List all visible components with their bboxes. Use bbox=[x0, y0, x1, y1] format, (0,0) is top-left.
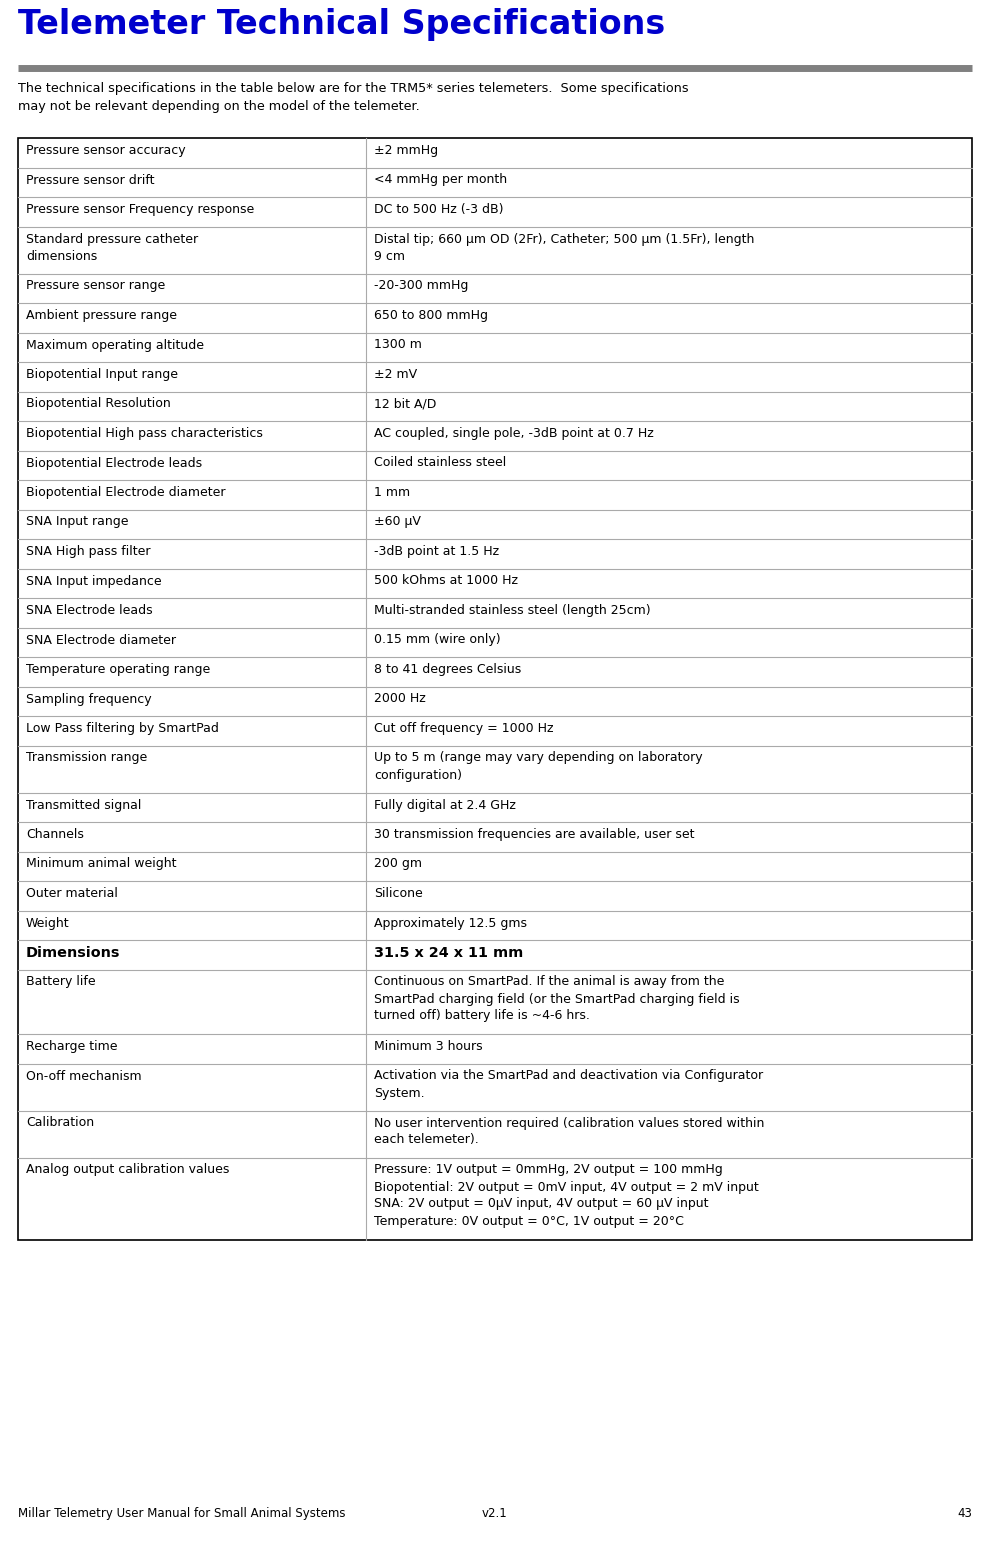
Text: Low Pass filtering by SmartPad: Low Pass filtering by SmartPad bbox=[26, 722, 219, 736]
Text: Minimum 3 hours: Minimum 3 hours bbox=[374, 1040, 483, 1052]
Text: SNA Input impedance: SNA Input impedance bbox=[26, 574, 161, 588]
Text: No user intervention required (calibration values stored within
each telemeter).: No user intervention required (calibrati… bbox=[374, 1116, 764, 1147]
Text: Millar Telemetry User Manual for Small Animal Systems: Millar Telemetry User Manual for Small A… bbox=[18, 1507, 346, 1519]
Text: v2.1: v2.1 bbox=[482, 1507, 508, 1519]
Text: ±2 mmHg: ±2 mmHg bbox=[374, 144, 439, 157]
Text: On-off mechanism: On-off mechanism bbox=[26, 1069, 142, 1082]
Text: Biopotential Input range: Biopotential Input range bbox=[26, 368, 178, 380]
Text: Weight: Weight bbox=[26, 917, 69, 930]
Text: 12 bit A/D: 12 bit A/D bbox=[374, 397, 437, 410]
Text: Battery life: Battery life bbox=[26, 976, 96, 989]
Text: Calibration: Calibration bbox=[26, 1116, 94, 1130]
Text: Biopotential Resolution: Biopotential Resolution bbox=[26, 397, 170, 410]
Text: Pressure sensor Frequency response: Pressure sensor Frequency response bbox=[26, 203, 254, 216]
Text: Activation via the SmartPad and deactivation via Configurator
System.: Activation via the SmartPad and deactiva… bbox=[374, 1069, 763, 1099]
Text: Approximately 12.5 gms: Approximately 12.5 gms bbox=[374, 917, 528, 930]
Text: DC to 500 Hz (-3 dB): DC to 500 Hz (-3 dB) bbox=[374, 203, 504, 216]
Text: SNA Electrode diameter: SNA Electrode diameter bbox=[26, 633, 176, 647]
Text: ±2 mV: ±2 mV bbox=[374, 368, 418, 380]
Text: 2000 Hz: 2000 Hz bbox=[374, 692, 426, 706]
Text: SNA Input range: SNA Input range bbox=[26, 515, 129, 529]
Text: Channels: Channels bbox=[26, 829, 84, 841]
Text: Transmitted signal: Transmitted signal bbox=[26, 798, 142, 812]
Text: Pressure sensor drift: Pressure sensor drift bbox=[26, 174, 154, 186]
Text: Pressure: 1V output = 0mmHg, 2V output = 100 mmHg
Biopotential: 2V output = 0mV : Pressure: 1V output = 0mmHg, 2V output =… bbox=[374, 1164, 759, 1228]
Text: Fully digital at 2.4 GHz: Fully digital at 2.4 GHz bbox=[374, 798, 516, 812]
Text: Temperature operating range: Temperature operating range bbox=[26, 663, 210, 677]
Text: -3dB point at 1.5 Hz: -3dB point at 1.5 Hz bbox=[374, 545, 499, 559]
Text: ±60 μV: ±60 μV bbox=[374, 515, 421, 529]
Text: Recharge time: Recharge time bbox=[26, 1040, 118, 1052]
Text: 200 gm: 200 gm bbox=[374, 858, 422, 871]
Text: Pressure sensor range: Pressure sensor range bbox=[26, 279, 165, 292]
Text: Continuous on SmartPad. If the animal is away from the
SmartPad charging field (: Continuous on SmartPad. If the animal is… bbox=[374, 976, 740, 1023]
Text: Standard pressure catheter
dimensions: Standard pressure catheter dimensions bbox=[26, 233, 198, 262]
Text: -20-300 mmHg: -20-300 mmHg bbox=[374, 279, 468, 292]
Text: Dimensions: Dimensions bbox=[26, 947, 121, 961]
Text: Multi-stranded stainless steel (length 25cm): Multi-stranded stainless steel (length 2… bbox=[374, 604, 650, 618]
Text: Transmission range: Transmission range bbox=[26, 751, 148, 765]
Text: Maximum operating altitude: Maximum operating altitude bbox=[26, 338, 204, 351]
Text: Ambient pressure range: Ambient pressure range bbox=[26, 309, 177, 321]
Text: Telemeter Technical Specifications: Telemeter Technical Specifications bbox=[18, 8, 665, 40]
Text: Coiled stainless steel: Coiled stainless steel bbox=[374, 456, 507, 470]
Text: 31.5 x 24 x 11 mm: 31.5 x 24 x 11 mm bbox=[374, 947, 524, 961]
Text: Analog output calibration values: Analog output calibration values bbox=[26, 1164, 230, 1176]
Text: Biopotential High pass characteristics: Biopotential High pass characteristics bbox=[26, 427, 263, 441]
Text: AC coupled, single pole, -3dB point at 0.7 Hz: AC coupled, single pole, -3dB point at 0… bbox=[374, 427, 654, 441]
Text: 0.15 mm (wire only): 0.15 mm (wire only) bbox=[374, 633, 501, 647]
Text: 650 to 800 mmHg: 650 to 800 mmHg bbox=[374, 309, 488, 321]
Text: 500 kOhms at 1000 Hz: 500 kOhms at 1000 Hz bbox=[374, 574, 518, 588]
Text: Biopotential Electrode leads: Biopotential Electrode leads bbox=[26, 456, 202, 470]
Text: The technical specifications in the table below are for the TRM5* series telemet: The technical specifications in the tabl… bbox=[18, 82, 689, 113]
Text: 30 transmission frequencies are available, user set: 30 transmission frequencies are availabl… bbox=[374, 829, 695, 841]
Text: Distal tip; 660 μm OD (2Fr), Catheter; 500 μm (1.5Fr), length
9 cm: Distal tip; 660 μm OD (2Fr), Catheter; 5… bbox=[374, 233, 754, 262]
Text: Cut off frequency = 1000 Hz: Cut off frequency = 1000 Hz bbox=[374, 722, 553, 736]
Text: <4 mmHg per month: <4 mmHg per month bbox=[374, 174, 507, 186]
Text: Outer material: Outer material bbox=[26, 888, 118, 900]
Text: SNA Electrode leads: SNA Electrode leads bbox=[26, 604, 152, 618]
Text: 1 mm: 1 mm bbox=[374, 486, 410, 500]
Text: 1300 m: 1300 m bbox=[374, 338, 422, 351]
Text: Pressure sensor accuracy: Pressure sensor accuracy bbox=[26, 144, 186, 157]
Text: SNA High pass filter: SNA High pass filter bbox=[26, 545, 150, 559]
Text: 8 to 41 degrees Celsius: 8 to 41 degrees Celsius bbox=[374, 663, 522, 677]
Text: Biopotential Electrode diameter: Biopotential Electrode diameter bbox=[26, 486, 226, 500]
Text: Up to 5 m (range may vary depending on laboratory
configuration): Up to 5 m (range may vary depending on l… bbox=[374, 751, 703, 782]
Bar bbox=[18, 138, 972, 1240]
Text: Sampling frequency: Sampling frequency bbox=[26, 692, 151, 706]
Text: Silicone: Silicone bbox=[374, 888, 423, 900]
Text: Minimum animal weight: Minimum animal weight bbox=[26, 858, 176, 871]
Text: 43: 43 bbox=[957, 1507, 972, 1519]
